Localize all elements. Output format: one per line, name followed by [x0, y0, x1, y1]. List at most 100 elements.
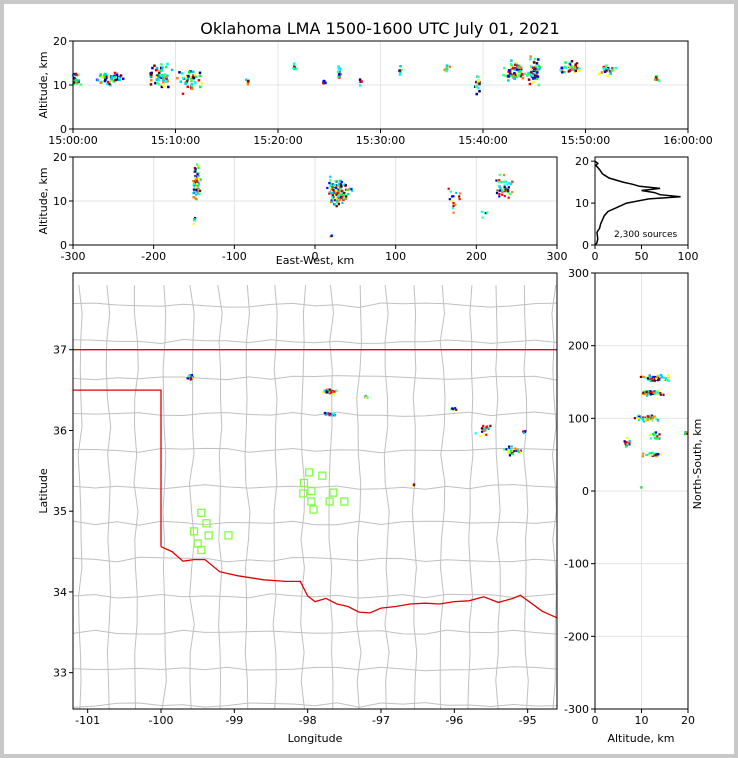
plan-view-cluster: [450, 407, 458, 412]
station-marker: [307, 497, 316, 506]
time-height-x-tick: 16:00:00: [663, 134, 712, 147]
east-west-x-tick: -200: [141, 250, 166, 263]
east-west-cluster: [192, 163, 202, 201]
plan-view-cluster: [322, 388, 338, 396]
time-height-x-tick: 15:20:00: [253, 134, 302, 147]
altitude-profile-line: [594, 160, 681, 246]
map-y-tick: 34: [53, 586, 67, 599]
map-xlabel: Longitude: [288, 732, 343, 745]
map-x-tick: -98: [299, 714, 317, 727]
histogram-x-tick: 50: [635, 250, 649, 263]
map-y-tick: 37: [53, 344, 67, 357]
lma-stations: [189, 468, 349, 555]
time-height-sources: [71, 55, 661, 96]
north-south-y-tick: 300: [568, 267, 589, 280]
plan-view-cluster: [474, 424, 492, 438]
time-height-cluster: [245, 78, 250, 86]
east-west-y-tick: 20: [53, 151, 67, 164]
north-south-cluster: [623, 436, 631, 448]
time-height-cluster: [443, 64, 452, 73]
east-west-cluster: [447, 187, 462, 214]
north-south-y-tick: -200: [564, 630, 589, 643]
time-height-x-tick: 15:10:00: [151, 134, 200, 147]
station-marker: [325, 497, 334, 506]
east-west-cluster: [192, 216, 197, 226]
map-x-tick: -100: [149, 714, 174, 727]
east-west-panel: -300 -200 -100 0 100 200 300 0 10 20 East-West, k…: [37, 151, 568, 267]
time-height-y-tick: 10: [53, 79, 67, 92]
time-height-cluster: [148, 62, 174, 89]
station-marker: [202, 519, 211, 528]
time-height-cluster: [322, 79, 327, 85]
map-y-tick: 35: [53, 505, 67, 518]
time-height-cluster: [176, 70, 204, 96]
station-marker: [197, 545, 206, 555]
north-south-y-tick: -100: [564, 558, 589, 571]
time-height-cluster: [358, 78, 363, 87]
plan-view-cluster: [411, 483, 416, 487]
east-west-x-tick: 300: [547, 250, 568, 263]
map-x-tick: -95: [519, 714, 537, 727]
north-south-cluster: [641, 389, 665, 397]
station-marker: [329, 488, 338, 497]
figure-frame: Oklahoma LMA 1500-1600 UTC July 01, 2021…: [4, 4, 734, 754]
time-height-x-tick: 15:30:00: [356, 134, 405, 147]
plan-view-cluster: [186, 374, 194, 381]
north-south-y-tick: 0: [582, 485, 589, 498]
plan-view-cluster: [502, 445, 522, 457]
map-x-tick: -99: [225, 714, 243, 727]
east-west-y-tick: 0: [60, 239, 67, 252]
time-height-cluster: [336, 65, 343, 79]
east-west-xlabel: East-West, km: [276, 254, 354, 267]
histogram-x-tick: 0: [592, 250, 599, 263]
north-south-cluster: [640, 486, 643, 489]
state-border: [73, 349, 557, 619]
north-south-sources: [623, 373, 688, 489]
north-south-y-tick: 100: [568, 412, 589, 425]
north-south-y-tick: 200: [568, 340, 589, 353]
north-south-x-tick: 20: [681, 714, 695, 727]
north-south-panel: 0 10 20 -300 -200 -100 0 100 200 300 Altitude, km…: [564, 267, 704, 745]
time-height-x-tick: 15:00:00: [48, 134, 97, 147]
plan-view-cluster: [364, 394, 369, 399]
north-south-cluster: [633, 414, 660, 423]
north-south-x-tick: 0: [592, 714, 599, 727]
altitude-histogram-panel: 0 50 100 0 10 20 2,300 sources: [575, 155, 699, 263]
time-height-cluster: [559, 59, 581, 74]
time-height-y-tick: 20: [53, 35, 67, 48]
time-height-x-tick: 15:40:00: [458, 134, 507, 147]
plan-view-map-panel: -101 -100 -99 -98 -97 -96 -95 33 34 35 36 37 Longit…: [37, 272, 558, 745]
histogram-y-tick: 20: [575, 155, 589, 168]
station-marker: [340, 497, 349, 506]
east-west-x-tick: -100: [222, 250, 247, 263]
station-marker: [299, 478, 309, 488]
station-marker: [307, 486, 316, 496]
station-marker: [189, 527, 199, 536]
east-west-cluster: [326, 175, 354, 208]
time-height-cluster: [653, 75, 661, 83]
figure-title: Oklahoma LMA 1500-1600 UTC July 01, 2021: [200, 19, 559, 38]
plan-view-cluster: [323, 411, 337, 417]
plan-view-cluster: [521, 430, 527, 435]
time-height-cluster: [292, 62, 298, 71]
east-west-x-tick: 0: [312, 250, 319, 263]
north-south-xlabel: Altitude, km: [607, 732, 674, 745]
plan-view-sources: [186, 374, 527, 487]
east-west-cluster: [329, 234, 334, 238]
east-west-y-tick: 10: [53, 195, 67, 208]
east-west-x-tick: 100: [385, 250, 406, 263]
source-count-annotation: 2,300 sources: [614, 230, 678, 240]
map-x-tick: -101: [75, 714, 100, 727]
map-x-tick: -96: [445, 714, 463, 727]
station-marker: [197, 508, 206, 517]
station-marker: [204, 531, 213, 540]
east-west-cluster: [495, 173, 514, 199]
north-south-cluster: [639, 373, 671, 383]
time-height-cluster: [525, 55, 542, 87]
time-height-cluster: [502, 59, 527, 82]
east-west-x-tick: -300: [61, 250, 86, 263]
time-height-cluster: [95, 71, 125, 87]
north-south-y-tick: -300: [564, 703, 589, 716]
time-height-cluster: [598, 64, 617, 77]
east-west-x-tick: 200: [466, 250, 487, 263]
